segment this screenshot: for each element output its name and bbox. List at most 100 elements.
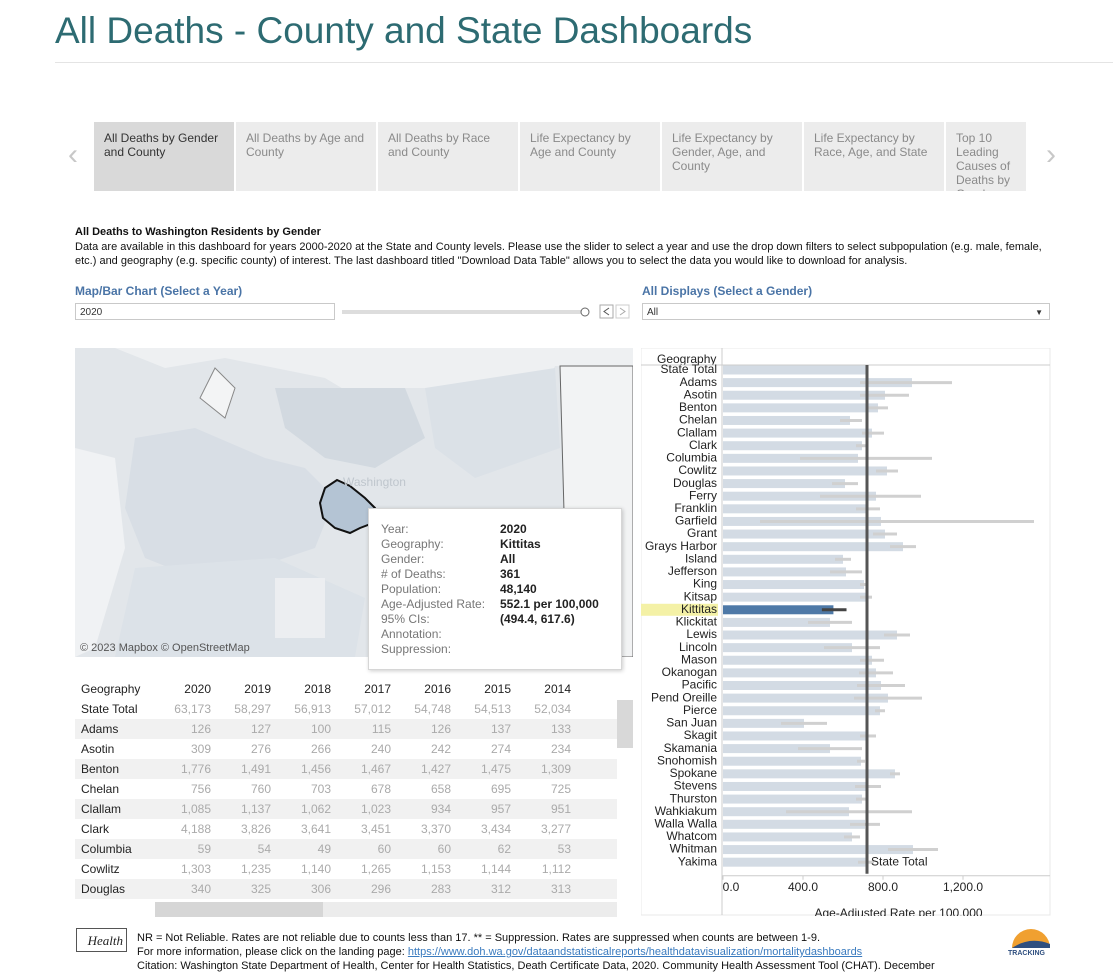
- table-cell: 100: [310, 722, 331, 736]
- bar[interactable]: [723, 668, 876, 678]
- bar[interactable]: [723, 845, 913, 855]
- bar[interactable]: [723, 744, 830, 754]
- prev-year[interactable]: [599, 304, 614, 319]
- table-vscroll[interactable]: [617, 700, 633, 748]
- bar[interactable]: [723, 504, 868, 514]
- map-region: [125, 428, 335, 578]
- map-region: [75, 348, 633, 408]
- bar[interactable]: [723, 365, 867, 375]
- tab[interactable]: Top 10 Leading Causes of Deaths by Gende…: [946, 122, 1026, 191]
- map-tooltip: Year: 2020 Geography: Kittitas Gender: All # o…: [368, 508, 622, 670]
- tooltip-label: 95% CIs:: [381, 612, 430, 626]
- bar[interactable]: [723, 415, 850, 425]
- slider-handle[interactable]: [580, 307, 590, 317]
- table-cell: 57,012: [354, 702, 391, 716]
- table-cell: 760: [250, 782, 271, 796]
- scroll-thumb[interactable]: [155, 902, 323, 917]
- next-year[interactable]: [615, 304, 630, 319]
- tab[interactable]: All Deaths by Gender and County: [94, 122, 234, 191]
- category-label: Wahkiakum: [655, 804, 717, 818]
- bar[interactable]: [723, 390, 885, 400]
- bar[interactable]: [723, 491, 876, 501]
- table-cell: 1,235: [240, 862, 271, 876]
- category-label: Mason: [681, 652, 717, 666]
- bar[interactable]: [723, 681, 881, 690]
- column-header: 2020: [184, 682, 211, 696]
- bar[interactable]: [723, 403, 878, 413]
- bar[interactable]: [723, 819, 865, 829]
- year-slider[interactable]: [340, 304, 632, 320]
- category-label: Kittitas: [681, 602, 717, 616]
- bar[interactable]: [723, 718, 804, 728]
- tab[interactable]: Life Expectancy by Race, Age, and State: [804, 122, 944, 191]
- category-label: Snohomish: [657, 753, 717, 767]
- bar[interactable]: [723, 731, 868, 741]
- gender-dropdown[interactable]: All ▼: [642, 303, 1050, 320]
- bar[interactable]: [723, 630, 897, 640]
- tab[interactable]: Life Expectancy by Gender, Age, and Coun…: [662, 122, 802, 191]
- bar[interactable]: [723, 580, 864, 590]
- bar[interactable]: [723, 542, 903, 552]
- bar[interactable]: [723, 769, 895, 779]
- bar[interactable]: [723, 655, 872, 665]
- bar[interactable]: [723, 479, 845, 489]
- bar[interactable]: [723, 466, 887, 476]
- tabs-next[interactable]: ›: [1046, 138, 1056, 171]
- table-cell: 1,309: [540, 762, 571, 776]
- column-header: 2018: [304, 682, 331, 696]
- bar[interactable]: [723, 756, 861, 766]
- table-cell: 126: [430, 722, 451, 736]
- tooltip-label: Age-Adjusted Rate:: [381, 597, 486, 611]
- bar[interactable]: [723, 643, 852, 653]
- table-cell: 756: [190, 782, 211, 796]
- table-cell: 1,456: [300, 762, 331, 776]
- bar[interactable]: [723, 441, 862, 451]
- table-cell: 3,277: [540, 822, 571, 836]
- tab[interactable]: All Deaths by Race and County: [378, 122, 518, 191]
- data-table: Geography 2020 2019 2018 2017 2016 2015 2014 Sta…: [75, 680, 617, 900]
- category-label: Chelan: [679, 413, 717, 427]
- bar[interactable]: [723, 529, 885, 539]
- category-label: Thurston: [670, 791, 717, 805]
- table-cell: 1,144: [480, 862, 511, 876]
- bar[interactable]: [723, 617, 830, 627]
- bar[interactable]: [723, 706, 880, 716]
- column-header: 2014: [544, 682, 571, 696]
- year-input[interactable]: 2020: [75, 303, 335, 320]
- table-cell: 934: [430, 802, 451, 816]
- table-cell: 1,776: [180, 762, 211, 776]
- bar[interactable]: [723, 693, 888, 703]
- x-tick-label: 800.0: [868, 880, 898, 894]
- table-cell: 240: [370, 742, 391, 756]
- bar[interactable]: [723, 592, 866, 602]
- kittitas-county[interactable]: [318, 478, 377, 535]
- bar[interactable]: [723, 857, 866, 867]
- prev-icon: [603, 307, 610, 316]
- table-cell: 60: [437, 842, 451, 856]
- map-place-label: Washington: [343, 475, 406, 489]
- table-cell: 1,140: [300, 862, 331, 876]
- bar[interactable]: [723, 794, 862, 804]
- tracking-label: TRACKING: [1008, 950, 1045, 957]
- next-icon: [619, 307, 626, 316]
- category-label: Spokane: [670, 766, 718, 780]
- table-cell: 49: [317, 842, 331, 856]
- doh-logo: Health: [76, 928, 127, 952]
- bar[interactable]: [723, 567, 846, 577]
- category-label: Garfield: [675, 514, 717, 528]
- table-cell: 1,023: [360, 802, 391, 816]
- bar[interactable]: [723, 428, 872, 438]
- tab[interactable]: All Deaths by Age and County: [236, 122, 376, 191]
- tabs-prev[interactable]: ‹: [68, 138, 78, 171]
- bar[interactable]: [723, 781, 868, 791]
- landing-link[interactable]: https://www.doh.wa.gov/dataandstatistica…: [407, 946, 863, 958]
- bar[interactable]: [723, 453, 858, 463]
- bar[interactable]: [723, 378, 912, 388]
- bar[interactable]: [723, 605, 834, 615]
- bar[interactable]: [723, 554, 843, 564]
- table-cell: 296: [370, 882, 391, 896]
- bar[interactable]: [723, 832, 852, 842]
- tab[interactable]: Life Expectancy by Age and County: [520, 122, 660, 191]
- table-hscroll[interactable]: [155, 902, 617, 917]
- category-label: Okanogan: [662, 665, 717, 679]
